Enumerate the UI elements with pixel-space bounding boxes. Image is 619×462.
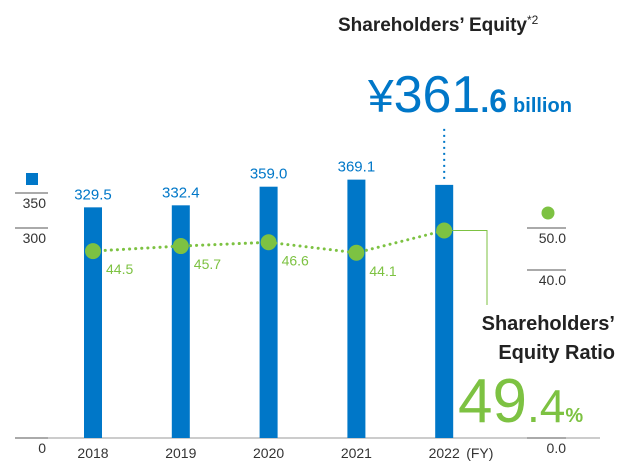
bar [171, 205, 190, 438]
bar [259, 186, 278, 438]
bar-value-label: 369.1 [338, 159, 376, 176]
x-unit: (FY) [466, 445, 493, 461]
bar [347, 179, 366, 438]
legend-line-icon [541, 206, 555, 220]
y-tick-label: 300 [23, 230, 47, 246]
ratio-decimal: .4 [527, 380, 565, 432]
bar [435, 184, 454, 438]
equity-note: *2 [527, 13, 539, 27]
y-tick-label: 0 [38, 440, 46, 456]
x-tick-label: 2018 [77, 445, 108, 461]
bar-value-label: 332.4 [162, 184, 200, 201]
ratio-point [172, 238, 189, 255]
ratio-integer: 49 [458, 367, 527, 436]
legend-bar-icon [26, 173, 38, 185]
x-tick-label: 2019 [165, 445, 196, 461]
bar [84, 207, 102, 438]
ratio-value-label: 44.1 [369, 263, 396, 279]
equity-title: Shareholders’ Equity*2 [338, 13, 539, 36]
equity-value: ¥361.6 billion [367, 66, 572, 124]
bar-value-label: 359.0 [250, 166, 288, 183]
x-tick-label: 2020 [253, 445, 284, 461]
ratio-point [85, 243, 101, 260]
equity-integer: 361 [394, 66, 481, 124]
equity-unit: billion [513, 95, 572, 117]
ratio-unit: % [565, 405, 583, 427]
y2-tick-label: 50.0 [539, 230, 566, 246]
y2-tick-label: 0.0 [547, 440, 567, 456]
y-tick-label: 350 [23, 195, 47, 211]
ratio-value-label: 45.7 [194, 256, 221, 272]
ratio-point [436, 222, 453, 239]
bar-value-label: 329.5 [74, 186, 112, 203]
y2-tick-label: 40.0 [539, 272, 566, 288]
ratio-point [348, 244, 365, 261]
equity-name: Shareholders’ Equity [338, 15, 527, 36]
ratio-value: 49.4% [458, 367, 583, 436]
ratio-point [260, 234, 277, 251]
ratio-value-label: 46.6 [282, 252, 309, 268]
x-tick-label: 2021 [341, 445, 372, 461]
ratio-value-label: 44.5 [106, 261, 133, 277]
ratio-name: Shareholders’ Equity Ratio [481, 313, 615, 364]
ratio-connector [452, 230, 488, 305]
equity-prefix: ¥ [367, 70, 394, 122]
equity-decimal: .6 [480, 83, 507, 119]
x-tick-label: 2022 [429, 445, 460, 461]
